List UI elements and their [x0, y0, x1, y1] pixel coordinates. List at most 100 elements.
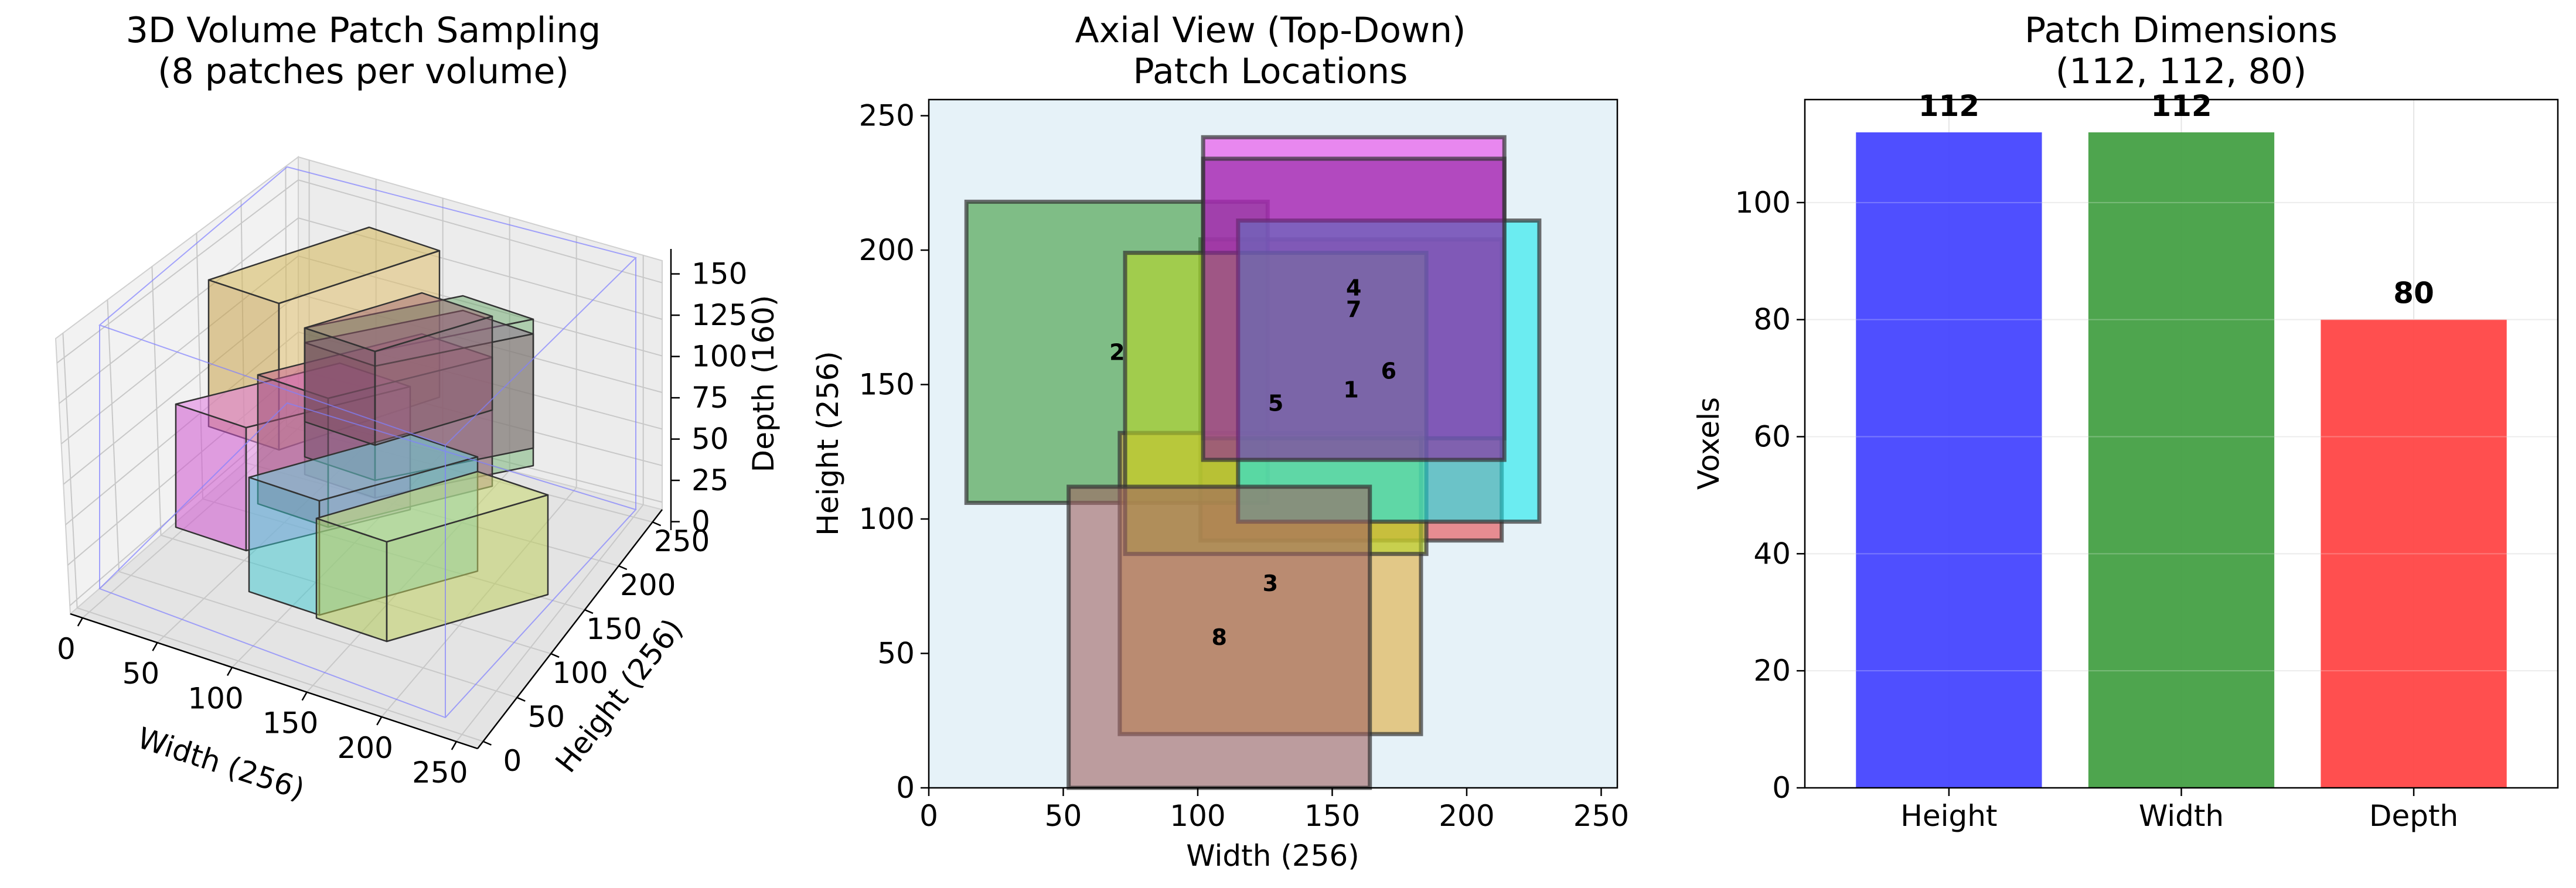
chart-axial-title-line2: Patch Locations: [1133, 51, 1408, 92]
axial-patch-label: 6: [1381, 358, 1396, 384]
axial-x-axis-label: Width (256): [1186, 839, 1359, 873]
3d-x-tick-label: 100: [188, 681, 243, 715]
bar-y-tick-label: 40: [1753, 537, 1791, 571]
bar: [2088, 132, 2275, 788]
bar-y-axis-label: Voxels: [1692, 397, 1726, 490]
3d-y-axis-line: [477, 509, 663, 749]
bar-marks: 112 112 80: [1805, 89, 2558, 788]
3d-x-tick-mark: [301, 691, 308, 701]
3d-y-tick-label: 0: [503, 744, 522, 778]
3d-x-axis-line: [70, 613, 478, 750]
chart-bar-title-line1: Patch Dimensions: [2025, 10, 2338, 51]
3d-x-tick-mark: [376, 716, 383, 726]
bar-value-label: 112: [1919, 89, 1979, 123]
bar-x-tick-label: Depth: [2369, 799, 2458, 833]
axial-patch-rect: [1066, 484, 1372, 790]
panel-bar: Patch Dimensions (112, 112, 80) 112 112 80…: [1692, 10, 2559, 833]
3d-z-tick-label: 100: [691, 340, 747, 374]
3d-y-tick-mark: [550, 653, 560, 658]
axial-y-tick-label: 200: [859, 233, 915, 267]
bar-value-label: 112: [2151, 89, 2212, 123]
axial-patch-label: 7: [1346, 296, 1361, 322]
3d-y-tick-label: 250: [654, 524, 710, 558]
3d-z-tick-label: 150: [691, 257, 747, 291]
3d-patch-box: [315, 470, 549, 643]
3d-y-tick-mark: [618, 565, 628, 571]
panel-axial: Axial View (Top-Down) Patch Locations 1 2…: [811, 10, 1629, 873]
bar-x-tick-label: Width: [2139, 799, 2224, 833]
axial-y-tick-label: 150: [859, 368, 915, 402]
panel-3d: 3D Volume Patch Sampling (8 patches per …: [54, 10, 781, 807]
3d-grid-line: [107, 299, 120, 572]
bar-x-tick-label: Height: [1900, 799, 1997, 833]
axial-y-tick-label: 250: [859, 99, 915, 133]
axial-patch-rect: [1201, 156, 1507, 462]
axial-y-axis-label: Height (256): [811, 351, 845, 536]
3d-patches: [175, 226, 549, 643]
3d-y-tick-label: 50: [527, 700, 565, 734]
3d-volume-outline: [98, 166, 637, 719]
3d-x-tick-label: 200: [338, 731, 393, 765]
3d-y-tick-mark: [516, 696, 526, 702]
3d-x-tick-label: 250: [412, 756, 468, 790]
bar-y-tick-label: 80: [1753, 303, 1791, 337]
bar-ticks: Height Width Depth 0 20 40 60 80 100: [1735, 186, 2459, 833]
chart-3d-title-line2: (8 patches per volume): [158, 51, 569, 92]
3d-x-tick-mark: [152, 642, 158, 651]
axial-x-tick-label: 0: [919, 799, 938, 833]
3d-grid-line: [56, 179, 299, 364]
3d-x-tick-label: 150: [263, 706, 318, 740]
3d-x-tick-mark: [77, 617, 83, 627]
chart-bar-title-line2: (112, 112, 80): [2056, 51, 2307, 92]
3d-z-axis-label: Depth (160): [747, 295, 781, 473]
axial-x-tick-label: 50: [1045, 799, 1082, 833]
3d-patch-box: [304, 292, 493, 446]
axial-y-tick-label: 100: [859, 502, 915, 536]
3d-y-tick-label: 100: [552, 656, 608, 690]
bar-value-label: 80: [2393, 276, 2434, 310]
3d-grid-line: [59, 217, 299, 404]
axial-patch-label: 3: [1263, 571, 1278, 596]
3d-z-tick-label: 25: [691, 463, 729, 497]
3d-y-tick-mark: [584, 609, 594, 614]
3d-grid-line: [298, 179, 663, 284]
3d-z-tick-label: 50: [691, 422, 729, 456]
bar-y-tick-label: 100: [1735, 186, 1791, 220]
3d-z-tick-label: 125: [691, 298, 747, 332]
axial-patch-label: 5: [1268, 391, 1283, 416]
3d-ticks: 0050501001001501502002002502500255075100…: [57, 257, 747, 790]
chart-3d-title-line1: 3D Volume Patch Sampling: [126, 10, 601, 51]
bar-y-tick-label: 60: [1753, 420, 1791, 454]
3d-grid-line: [151, 266, 162, 535]
axial-x-tick-label: 200: [1439, 799, 1494, 833]
3d-y-tick-mark: [652, 521, 662, 527]
3d-grid-line: [77, 607, 483, 742]
axial-ticks: 0 50 100 150 200 250 0 50 100 150 200 250: [859, 99, 1630, 833]
3d-z-tick-label: 75: [691, 381, 729, 415]
3d-grid-line: [456, 504, 644, 742]
axial-x-tick-label: 250: [1573, 799, 1629, 833]
axial-y-tick-label: 50: [877, 637, 915, 671]
axial-patch-label: 4: [1346, 275, 1361, 300]
3d-y-tick-label: 200: [620, 568, 676, 602]
3d-grid-line: [62, 333, 78, 608]
3d-x-tick-mark: [451, 741, 457, 750]
axial-x-tick-label: 100: [1170, 799, 1225, 833]
bar: [1856, 132, 2042, 788]
axial-y-tick-label: 0: [896, 771, 915, 805]
3d-x-tick-label: 50: [122, 657, 160, 691]
3d-grid-line: [118, 571, 517, 698]
3d-x-tick-label: 0: [57, 632, 76, 666]
axial-x-tick-label: 150: [1304, 799, 1360, 833]
3d-y-tick-mark: [482, 740, 492, 746]
3d-y-tick-label: 150: [586, 612, 642, 646]
axial-plot-frame: [928, 98, 1618, 789]
chart-axial-title-line1: Axial View (Top-Down): [1075, 10, 1466, 51]
bar: [2321, 319, 2507, 788]
3d-x-tick-mark: [226, 667, 233, 676]
axial-patches: 1 2 3 4 5 6 7 8: [964, 135, 1542, 790]
3d-z-tick-label: 0: [691, 505, 710, 539]
bar-y-tick-label: 20: [1753, 654, 1791, 688]
axial-patch-label: 2: [1109, 339, 1125, 365]
